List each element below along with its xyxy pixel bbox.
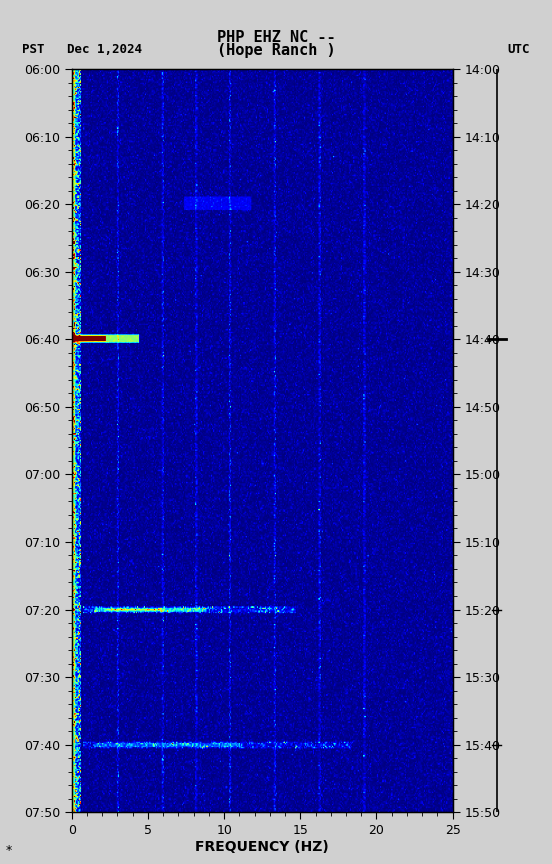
Text: *: *	[6, 843, 12, 856]
Text: PHP EHZ NC --: PHP EHZ NC --	[217, 30, 335, 45]
Text: UTC: UTC	[507, 43, 530, 56]
Text: PST   Dec 1,2024: PST Dec 1,2024	[22, 43, 142, 56]
Text: (Hope Ranch ): (Hope Ranch )	[217, 43, 335, 58]
X-axis label: FREQUENCY (HZ): FREQUENCY (HZ)	[195, 840, 329, 854]
